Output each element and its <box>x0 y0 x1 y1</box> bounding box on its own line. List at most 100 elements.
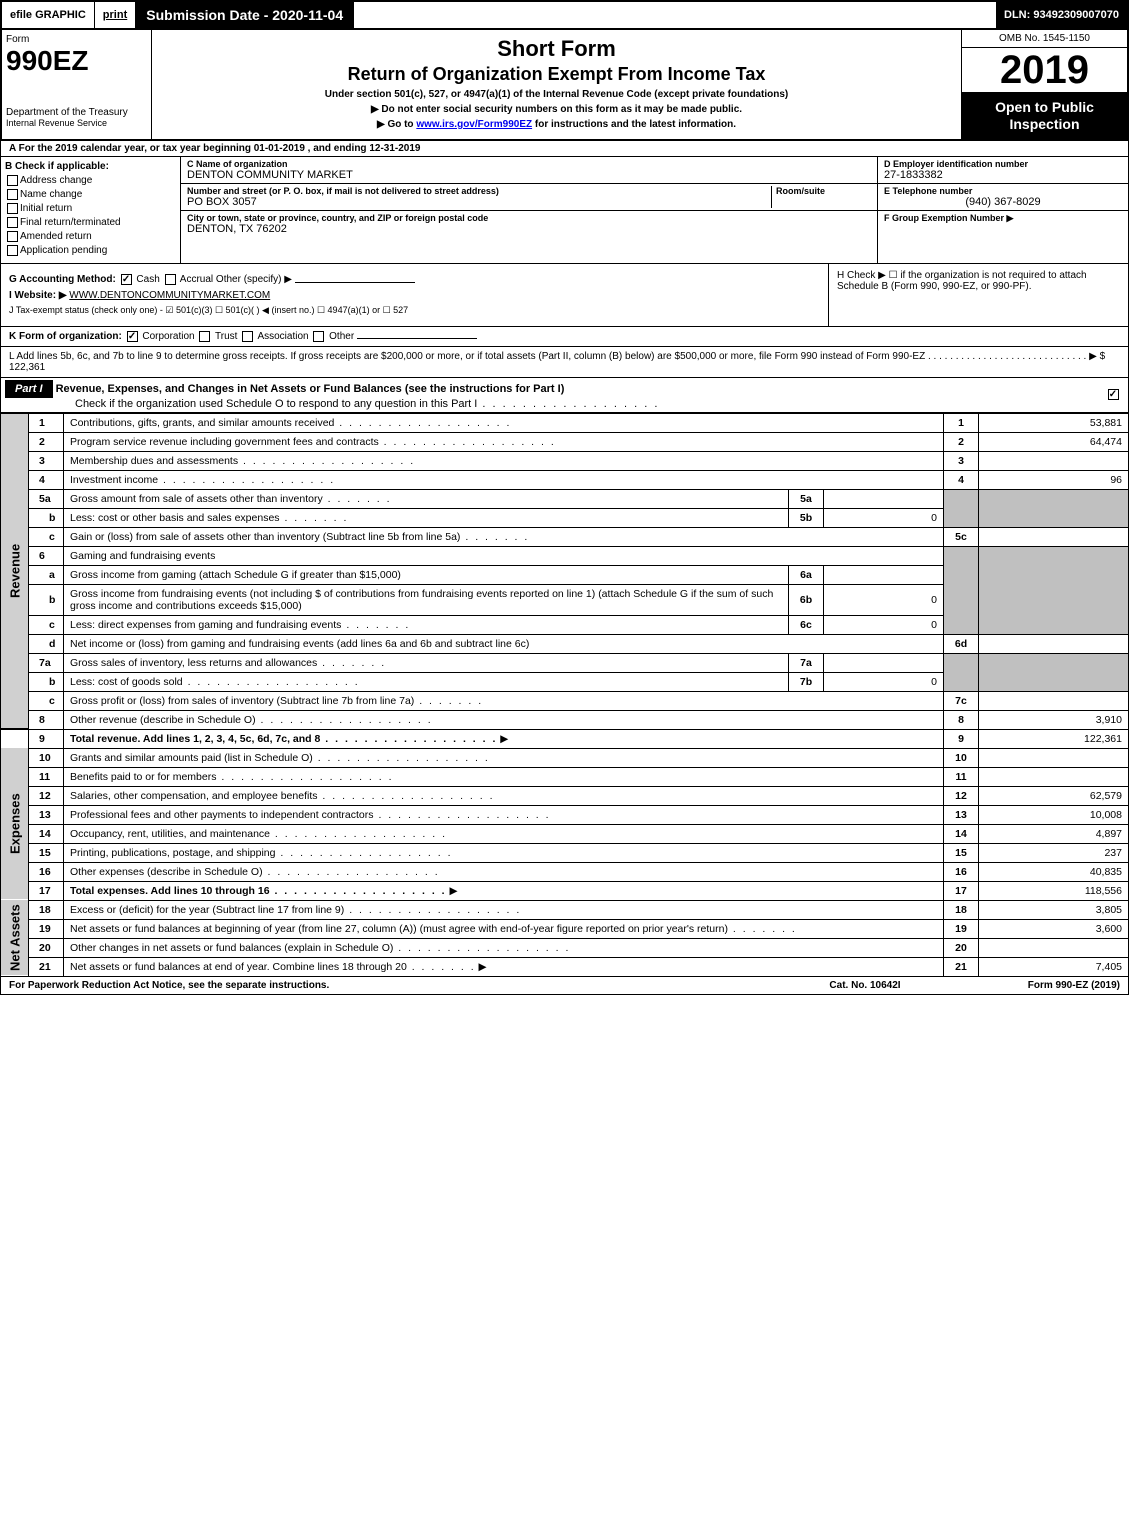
line-11-ln: 11 <box>944 767 979 786</box>
line-5c-ln: 5c <box>944 527 979 546</box>
section-b-label: B Check if applicable: <box>5 161 176 172</box>
footer-center: Cat. No. 10642I <box>790 980 940 991</box>
line-15-num: 15 <box>29 843 64 862</box>
line-19-num: 19 <box>29 919 64 938</box>
line-4-ln: 4 <box>944 470 979 489</box>
line-6b-desc: Gross income from fundraising events (no… <box>64 584 789 615</box>
k-label: K Form of organization: <box>9 331 122 342</box>
line-1-num: 1 <box>29 413 64 432</box>
line-20-num: 20 <box>29 938 64 957</box>
top-bar: efile GRAPHIC print Submission Date - 20… <box>0 0 1129 30</box>
chk-trust[interactable] <box>199 331 210 342</box>
line-3-amt <box>979 451 1129 470</box>
line-20-desc: Other changes in net assets or fund bala… <box>70 942 570 954</box>
section-b: B Check if applicable: Address change Na… <box>1 157 181 264</box>
row-gh: G Accounting Method: Cash Accrual Other … <box>0 264 1129 326</box>
header-left: Form 990EZ Department of the Treasury In… <box>2 30 152 139</box>
line-6a-desc: Gross income from gaming (attach Schedul… <box>64 565 789 584</box>
chk-final-return[interactable]: Final return/terminated <box>5 217 176 228</box>
ein-label: D Employer identification number <box>884 159 1122 169</box>
open-to-public: Open to Public Inspection <box>962 93 1127 139</box>
line-8-desc: Other revenue (describe in Schedule O) <box>70 714 433 726</box>
line-2-amt: 64,474 <box>979 432 1129 451</box>
part-1-label: Part I <box>5 380 53 398</box>
line-6b-mid-v: 0 <box>824 584 944 615</box>
line-20-amt <box>979 938 1129 957</box>
header-right: OMB No. 1545-1150 2019 Open to Public In… <box>962 30 1127 139</box>
chk-cash[interactable] <box>121 274 132 285</box>
line-17-desc: Total expenses. Add lines 10 through 16 <box>70 885 447 897</box>
chk-application-pending[interactable]: Application pending <box>5 245 176 256</box>
line-13-amt: 10,008 <box>979 805 1129 824</box>
row-a-tax-year: A For the 2019 calendar year, or tax yea… <box>0 141 1129 157</box>
line-16-ln: 16 <box>944 862 979 881</box>
line-3-desc: Membership dues and assessments <box>70 455 415 467</box>
org-name-label: C Name of organization <box>187 159 871 169</box>
part-1-table: Revenue 1 Contributions, gifts, grants, … <box>0 413 1129 977</box>
line-1-amt: 53,881 <box>979 413 1129 432</box>
form-number: 990EZ <box>6 45 147 77</box>
line-6d-desc: Net income or (loss) from gaming and fun… <box>64 634 944 653</box>
part-1-title: Revenue, Expenses, and Changes in Net As… <box>56 383 565 395</box>
line-4-num: 4 <box>29 470 64 489</box>
topbar-spacer <box>354 2 996 28</box>
print-link[interactable]: print <box>95 2 136 28</box>
line-13-desc: Professional fees and other payments to … <box>70 809 551 821</box>
line-4-amt: 96 <box>979 470 1129 489</box>
line-10-num: 10 <box>29 748 64 767</box>
chk-initial-return[interactable]: Initial return <box>5 203 176 214</box>
line-12-ln: 12 <box>944 786 979 805</box>
line-1-desc: Contributions, gifts, grants, and simila… <box>70 417 511 429</box>
line-18-num: 18 <box>29 900 64 919</box>
line-14-desc: Occupancy, rent, utilities, and maintena… <box>70 828 447 840</box>
line-10-desc: Grants and similar amounts paid (list in… <box>70 752 490 764</box>
line-8-num: 8 <box>29 710 64 729</box>
chk-name-change[interactable]: Name change <box>5 189 176 200</box>
street-label: Number and street (or P. O. box, if mail… <box>187 186 771 196</box>
goto-post: for instructions and the latest informat… <box>532 119 736 130</box>
line-10-amt <box>979 748 1129 767</box>
line-18-amt: 3,805 <box>979 900 1129 919</box>
group-exemption-label: F Group Exemption Number ▶ <box>884 213 1122 224</box>
line-7b-num: b <box>29 672 64 691</box>
line-6d-ln: 6d <box>944 634 979 653</box>
line-9-desc: Total revenue. Add lines 1, 2, 3, 4, 5c,… <box>70 733 497 745</box>
chk-accrual[interactable] <box>165 274 176 285</box>
irs-link[interactable]: www.irs.gov/Form990EZ <box>416 119 532 130</box>
line-8-amt: 3,910 <box>979 710 1129 729</box>
line-7a-mid-v <box>824 653 944 672</box>
submission-date: Submission Date - 2020-11-04 <box>136 2 354 28</box>
line-7a-num: 7a <box>29 653 64 672</box>
line-6d-num: d <box>29 634 64 653</box>
chk-corporation[interactable] <box>127 331 138 342</box>
subtitle-goto: ▶ Go to www.irs.gov/Form990EZ for instru… <box>160 119 953 130</box>
line-7c-num: c <box>29 691 64 710</box>
line-5c-desc: Gain or (loss) from sale of assets other… <box>70 531 529 543</box>
chk-address-change[interactable]: Address change <box>5 175 176 186</box>
line-3-ln: 3 <box>944 451 979 470</box>
city-label: City or town, state or province, country… <box>187 213 871 223</box>
line-19-amt: 3,600 <box>979 919 1129 938</box>
line-21-num: 21 <box>29 957 64 976</box>
org-name: DENTON COMMUNITY MARKET <box>187 169 871 181</box>
line-6d-amt <box>979 634 1129 653</box>
line-13-ln: 13 <box>944 805 979 824</box>
line-5b-num: b <box>29 508 64 527</box>
chk-association[interactable] <box>242 331 253 342</box>
revenue-side-label: Revenue <box>1 413 29 729</box>
department-label: Department of the Treasury <box>6 107 147 118</box>
line-5c-num: c <box>29 527 64 546</box>
section-k: K Form of organization: Corporation Trus… <box>0 327 1129 347</box>
section-j: J Tax-exempt status (check only one) - ☑… <box>9 305 820 316</box>
website-link[interactable]: WWW.DENTONCOMMUNITYMARKET.COM <box>69 290 270 301</box>
expenses-side-label: Expenses <box>1 748 29 900</box>
chk-schedule-o[interactable] <box>1108 389 1119 400</box>
line-11-num: 11 <box>29 767 64 786</box>
l-value: 122,361 <box>9 362 45 373</box>
line-18-desc: Excess or (deficit) for the year (Subtra… <box>70 904 521 916</box>
line-5c-amt <box>979 527 1129 546</box>
line-17-ln: 17 <box>944 881 979 900</box>
line-3-num: 3 <box>29 451 64 470</box>
chk-other[interactable] <box>313 331 324 342</box>
chk-amended-return[interactable]: Amended return <box>5 231 176 242</box>
